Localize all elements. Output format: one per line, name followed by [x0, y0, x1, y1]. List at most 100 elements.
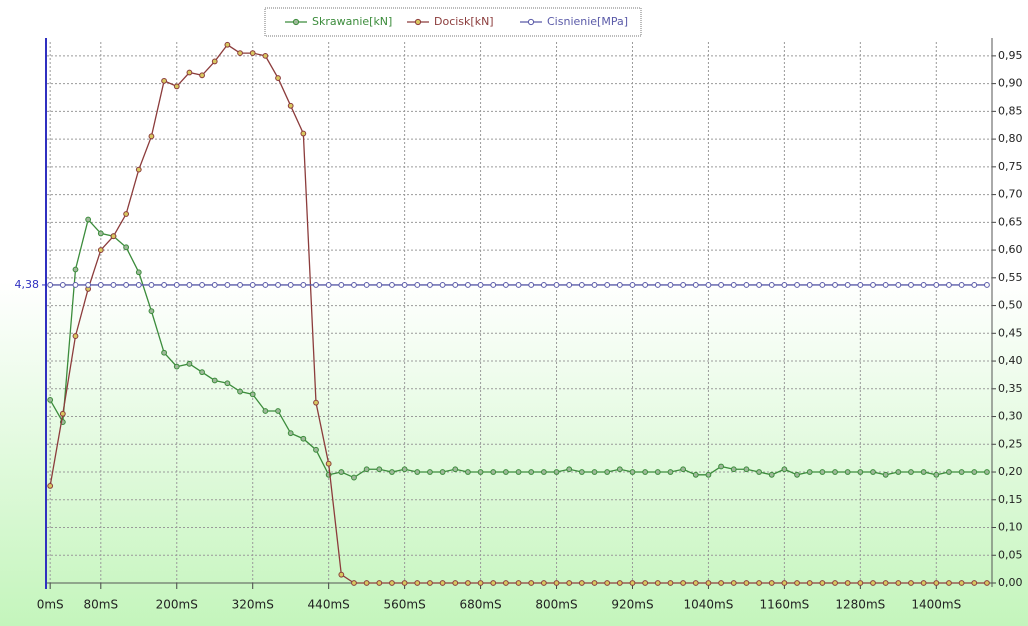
point: [642, 282, 649, 288]
point: [604, 282, 611, 288]
point: [794, 282, 800, 288]
x-tick-label: 560mS: [384, 598, 426, 612]
point: [211, 282, 218, 288]
point: [604, 580, 611, 586]
point: [857, 469, 864, 475]
point: [528, 282, 535, 288]
point: [414, 580, 421, 586]
point: [908, 282, 914, 288]
point: [135, 166, 142, 173]
y2-tick-label: 0,15: [998, 493, 1023, 506]
point: [933, 580, 940, 586]
point: [249, 282, 256, 288]
point: [794, 580, 800, 586]
point: [844, 282, 851, 288]
point: [768, 282, 775, 288]
point: [616, 282, 623, 288]
point: [389, 469, 395, 475]
legend-label: Cisnienie[MPa]: [547, 15, 628, 28]
point: [591, 469, 598, 475]
x-tick-label: 1040mS: [684, 598, 734, 612]
y2-tick-label: 0,70: [998, 188, 1023, 201]
point: [237, 388, 243, 395]
point: [958, 469, 965, 475]
point: [806, 469, 813, 475]
point: [389, 580, 395, 586]
point: [832, 282, 838, 288]
point: [680, 466, 687, 473]
point: [262, 282, 269, 288]
point: [768, 580, 775, 586]
point: [47, 482, 54, 489]
y2-tick-label: 0,50: [998, 299, 1023, 312]
point: [237, 282, 243, 288]
x-tick-label: 440mS: [308, 598, 350, 612]
point: [984, 469, 990, 475]
point: [351, 474, 357, 481]
point: [756, 282, 762, 288]
point: [85, 282, 92, 288]
point: [629, 469, 636, 475]
y2-tick-label: 0,60: [998, 243, 1023, 256]
point: [439, 580, 446, 586]
legend-box: [264, 7, 642, 37]
point: [287, 102, 294, 109]
point: [591, 580, 598, 586]
point: [667, 469, 674, 475]
point: [376, 466, 383, 473]
point: [971, 282, 978, 288]
point: [401, 466, 408, 473]
point: [199, 369, 205, 376]
point: [452, 282, 459, 288]
point: [578, 282, 585, 288]
point: [958, 580, 965, 586]
point: [199, 282, 205, 288]
x-tick-label: 200mS: [156, 598, 198, 612]
point: [528, 469, 535, 475]
y2-tick-label: 0,85: [998, 104, 1023, 117]
point: [135, 269, 142, 276]
legend-label: Docisk[kN]: [434, 15, 494, 28]
point: [743, 282, 750, 288]
point: [705, 282, 712, 288]
point: [870, 282, 876, 288]
point: [844, 580, 851, 586]
point: [781, 580, 788, 586]
point: [300, 435, 307, 442]
point: [566, 580, 573, 586]
point: [540, 282, 547, 288]
point: [123, 211, 130, 217]
point: [629, 580, 636, 586]
point: [389, 282, 395, 288]
point: [692, 580, 699, 586]
point: [756, 469, 762, 475]
point: [502, 580, 509, 586]
point: [287, 430, 294, 437]
y2-tick-label: 0,05: [998, 548, 1023, 561]
point: [870, 580, 876, 586]
point: [123, 244, 130, 251]
point: [427, 580, 433, 586]
point: [249, 50, 256, 56]
point: [566, 466, 573, 473]
point: [743, 466, 750, 473]
point: [262, 52, 269, 59]
point: [895, 469, 902, 475]
point: [819, 580, 826, 586]
point: [477, 469, 484, 475]
point: [72, 282, 79, 288]
point: [920, 469, 927, 475]
y2-tick-label: 0,10: [998, 521, 1023, 534]
point: [540, 469, 547, 475]
point: [465, 282, 471, 288]
point: [705, 471, 712, 478]
point: [59, 410, 66, 417]
point: [287, 282, 294, 288]
point: [47, 282, 54, 288]
point: [958, 282, 965, 288]
point: [870, 469, 876, 475]
point: [882, 580, 889, 586]
point: [148, 133, 155, 140]
